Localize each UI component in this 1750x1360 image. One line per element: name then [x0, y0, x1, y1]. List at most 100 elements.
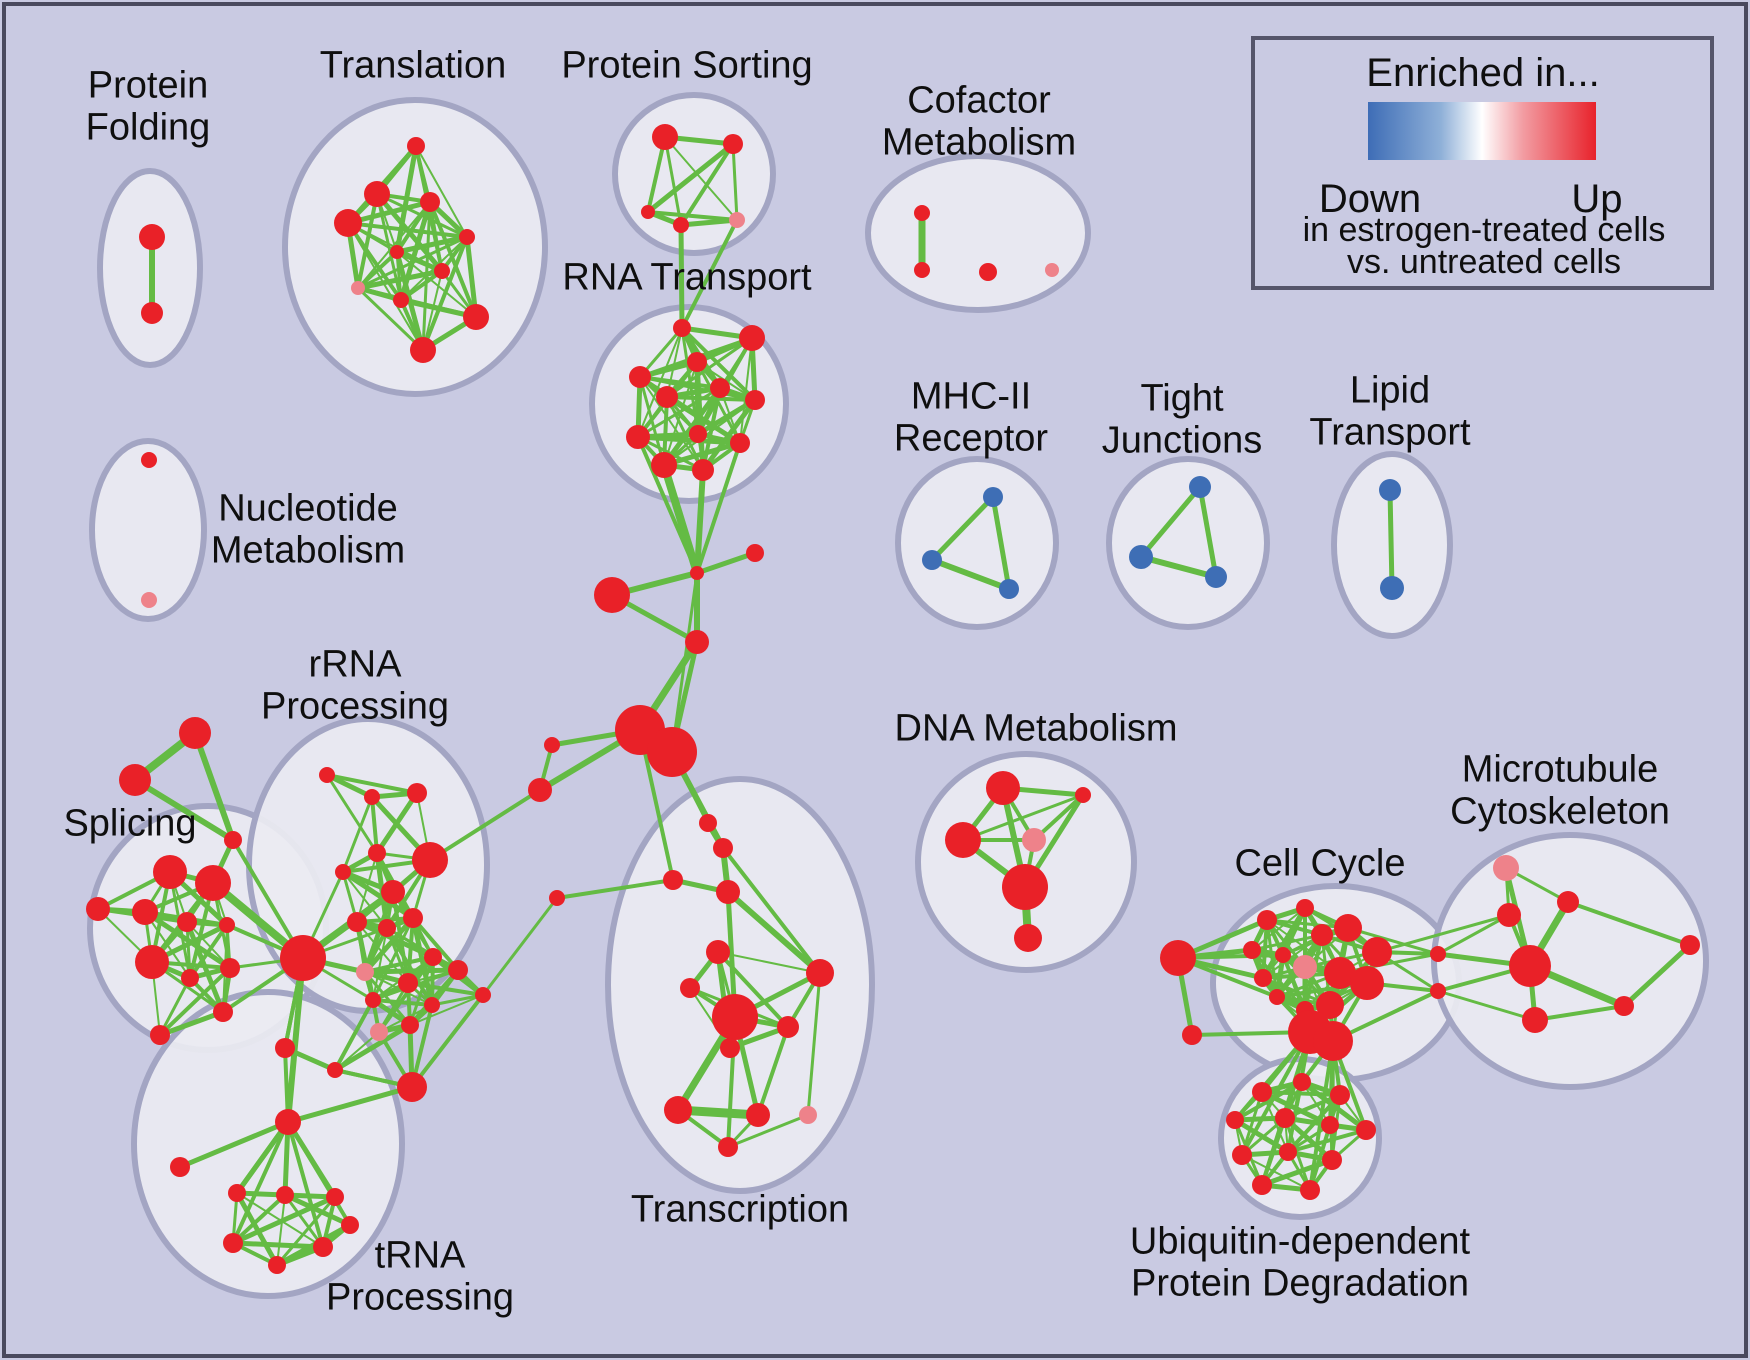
edge-r10-r13 — [363, 970, 412, 1027]
edge-r0-r1 — [324, 772, 375, 800]
legend-up-label: Up — [1571, 177, 1622, 221]
node-e15 — [1316, 991, 1344, 1019]
edge-t4-t7 — [275, 1195, 337, 1267]
edge-r13-r17 — [409, 994, 484, 1026]
node-r8 — [378, 919, 396, 937]
node-r1 — [364, 789, 380, 805]
node-tl5 — [390, 245, 404, 259]
edge-t3-t5 — [231, 1193, 287, 1245]
edge-v1-v2 — [694, 550, 758, 576]
edge-tl4-tl5 — [394, 234, 470, 255]
node-g0 — [1493, 855, 1519, 881]
cluster-label-rna-transport: RNA Transport — [562, 257, 812, 299]
node-t7 — [268, 1256, 286, 1274]
node-tl4 — [459, 229, 475, 245]
node-t4 — [326, 1188, 344, 1206]
node-e5 — [1334, 914, 1362, 942]
node-r6 — [412, 842, 448, 878]
node-u1 — [1293, 1073, 1311, 1091]
node-tl2 — [334, 209, 362, 237]
node-s4 — [195, 865, 231, 901]
node-u9 — [1322, 1150, 1342, 1170]
edge-r9-r15 — [411, 916, 460, 972]
edge-s1-s2 — [132, 777, 236, 843]
node-e13 — [1269, 989, 1285, 1005]
cluster-label-protein-sorting: Protein Sorting — [561, 45, 812, 87]
node-d3 — [1022, 828, 1046, 852]
node-r4 — [335, 864, 351, 880]
legend-subtitle-line1: in estrogen-treated cells — [1303, 211, 1666, 249]
edge-s8-s10 — [188, 923, 229, 980]
edge-r10-r15 — [362, 967, 461, 975]
cluster-label-trna-processing: tRNA Processing — [326, 1235, 514, 1319]
edge-tj0-tj1 — [1138, 484, 1203, 560]
node-s13 — [150, 1025, 170, 1045]
node-x3 — [777, 1016, 799, 1038]
node-x2 — [712, 994, 758, 1040]
legend-title: Enriched in... — [1366, 51, 1599, 95]
node-r11 — [398, 973, 418, 993]
node-v1 — [690, 566, 704, 580]
node-e12 — [1254, 969, 1272, 987]
node-tj0 — [1189, 476, 1211, 498]
cluster-labels: Protein Folding Translation Protein Sorting… — [63, 45, 1669, 1319]
edge-e4-e7 — [1250, 933, 1324, 952]
node-d0 — [986, 771, 1020, 805]
edge-u3-u8 — [1232, 1117, 1291, 1155]
edge-u6-u8 — [1286, 1128, 1368, 1154]
edge-t0-t5 — [231, 1120, 290, 1245]
edge-tl2-tl8 — [346, 221, 403, 302]
node-g1 — [1557, 891, 1579, 913]
edge-tl0-tl4 — [415, 145, 468, 238]
edge-tl6-tl7 — [355, 268, 445, 291]
node-ps1 — [723, 134, 743, 154]
node-tl10 — [410, 337, 436, 363]
node-s2 — [224, 831, 242, 849]
edge-s7-s11 — [186, 921, 231, 969]
node-mh0 — [983, 487, 1003, 507]
cluster-label-nucleotide-metabolism: Nucleotide Metabolism — [211, 488, 405, 572]
edge-r4-r9 — [340, 869, 416, 921]
cluster-label-translation: Translation — [320, 45, 507, 87]
node-t0 — [275, 1109, 301, 1135]
edge-r13-m2 — [332, 1022, 413, 1073]
edge-ps1-ps4 — [731, 142, 739, 222]
node-pf1 — [141, 302, 163, 324]
node-ps4 — [729, 212, 745, 228]
edge-g4-g5 — [1533, 1004, 1626, 1022]
node-s8 — [219, 917, 235, 933]
node-g5 — [1614, 996, 1634, 1016]
edge-f0-g2 — [1436, 913, 1511, 956]
edge-tl1-tl7 — [356, 192, 379, 290]
node-s7 — [177, 912, 197, 932]
node-r3 — [368, 844, 386, 862]
node-r0 — [319, 767, 335, 783]
node-s11 — [220, 958, 240, 978]
cluster-ellipse-microtubule-cytoskeleton — [1431, 832, 1709, 1090]
edge-t2-t7 — [234, 1190, 280, 1268]
edge-ps0-ps4 — [664, 136, 738, 221]
node-s9 — [135, 945, 169, 979]
edge-tl4-tl10 — [421, 235, 469, 352]
node-rn6 — [745, 390, 765, 410]
node-g2 — [1497, 903, 1521, 927]
edge-h0-t0 — [285, 955, 306, 1125]
edge-b1-r17 — [410, 993, 485, 1089]
edge-r10-r16 — [363, 955, 435, 974]
edge-rn10-v1 — [660, 461, 701, 577]
edge-lp0-lp1 — [1387, 487, 1395, 591]
node-r17 — [475, 987, 491, 1003]
edge-x3-x6 — [756, 1025, 790, 1117]
node-u0 — [1252, 1082, 1272, 1102]
node-t5 — [223, 1233, 243, 1253]
node-s5 — [86, 897, 110, 921]
legend-gradient-bar — [1368, 102, 1596, 160]
edge-tl5-tl9 — [396, 251, 477, 318]
node-u8 — [1279, 1143, 1297, 1161]
edge-ps3-ps4 — [678, 217, 740, 228]
edge-t3-t7 — [276, 1194, 286, 1266]
edge-rn0-rn6 — [680, 326, 757, 402]
edge-r9-r10 — [362, 915, 416, 975]
